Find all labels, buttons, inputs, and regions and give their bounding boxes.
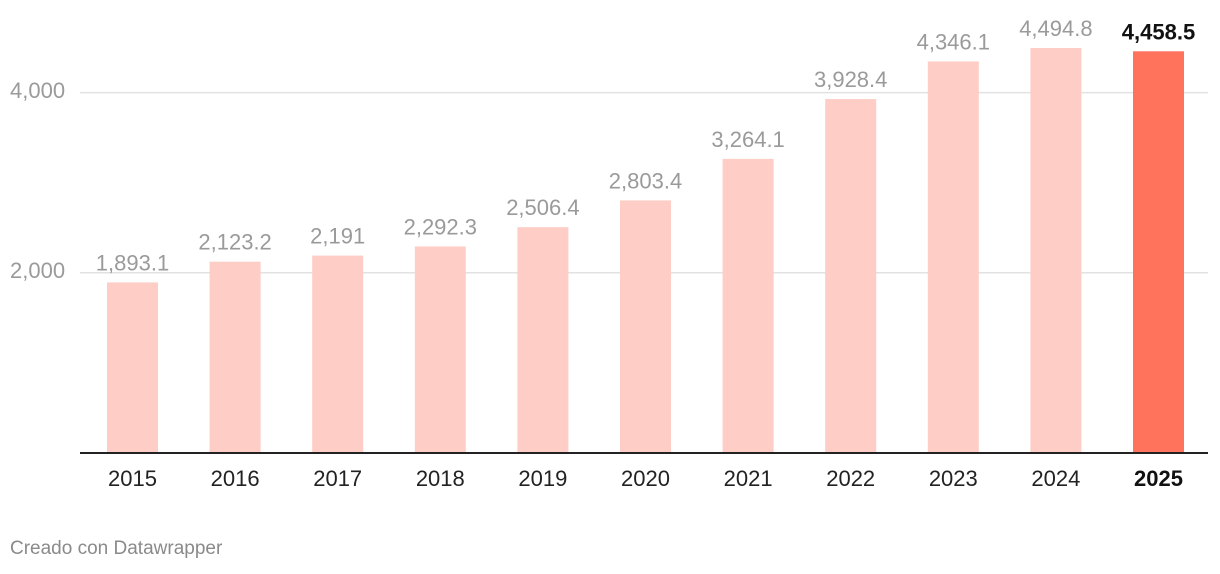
data-label: 2,803.4	[609, 168, 682, 193]
y-tick-label: 4,000	[10, 78, 65, 103]
x-tick-label: 2016	[211, 466, 260, 491]
data-label: 4,346.1	[917, 29, 990, 54]
x-tick-label: 2018	[416, 466, 465, 491]
x-tick-label: 2023	[929, 466, 978, 491]
x-tick-label: 2025	[1134, 466, 1183, 491]
bar	[1133, 51, 1184, 453]
x-tick-label: 2021	[724, 466, 773, 491]
x-tick-label: 2022	[826, 466, 875, 491]
data-label: 3,264.1	[711, 127, 784, 152]
data-label: 4,458.5	[1122, 19, 1195, 44]
data-label: 2,506.4	[506, 195, 579, 220]
bar	[722, 158, 774, 453]
bar	[620, 200, 671, 453]
data-label: 1,893.1	[96, 250, 169, 275]
data-label: 4,494.8	[1019, 16, 1092, 41]
y-tick-label: 2,000	[10, 258, 65, 283]
bar	[107, 282, 158, 453]
labels: 2,000 4,000 1,893.1 2015 2,123.2 2016 2,191 201…	[10, 16, 1195, 491]
bars	[107, 48, 1184, 454]
x-tick-label: 2015	[108, 466, 157, 491]
credit-text: Creado con Datawrapper	[10, 538, 223, 559]
bar	[927, 61, 979, 454]
bar	[825, 99, 877, 454]
x-tick-label: 2017	[313, 466, 362, 491]
bar	[209, 261, 261, 453]
data-label: 2,191	[310, 224, 365, 249]
x-tick-label: 2024	[1031, 466, 1080, 491]
x-tick-label: 2019	[518, 466, 567, 491]
bar	[517, 227, 569, 453]
bar	[1030, 48, 1082, 453]
data-label: 2,292.3	[404, 214, 477, 239]
data-label: 2,123.2	[198, 230, 271, 255]
x-tick-label: 2020	[621, 466, 670, 491]
bar	[312, 255, 364, 453]
bar	[414, 246, 466, 453]
data-label: 3,928.4	[814, 67, 887, 92]
